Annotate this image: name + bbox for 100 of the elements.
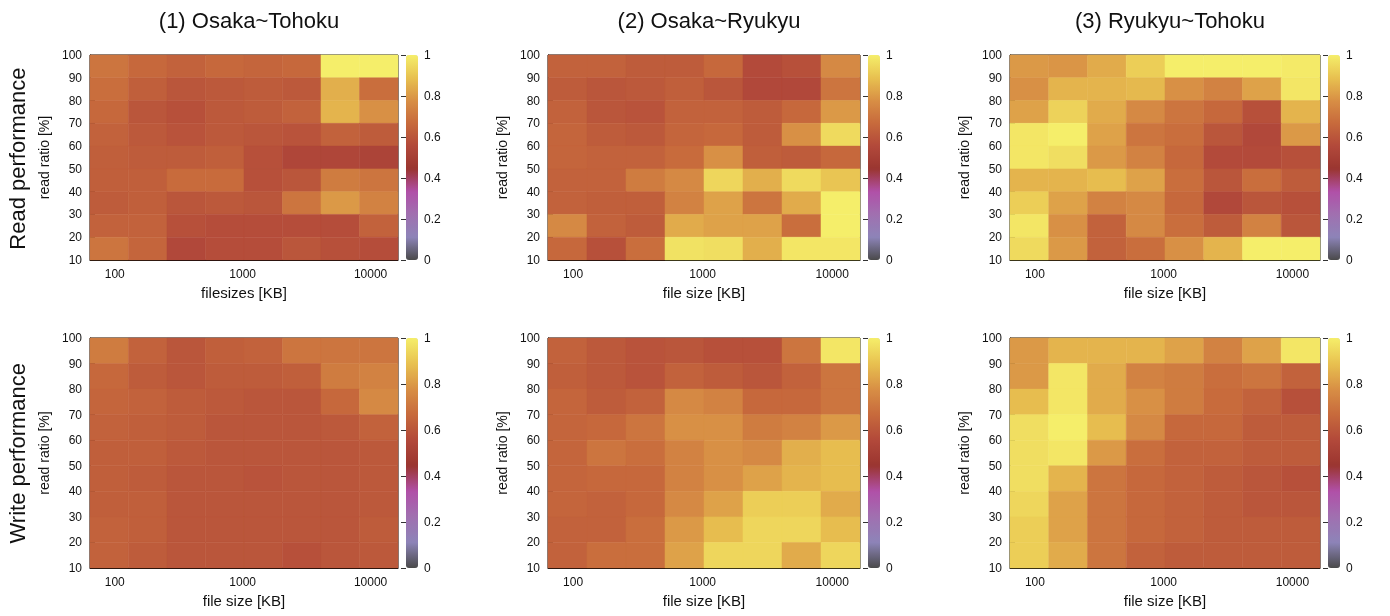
color-bar-label: 0.6 (1346, 423, 1364, 437)
y-tick-label: 20 (526, 230, 541, 245)
y-tick-label: 80 (68, 93, 83, 108)
y-tick-label: 100 (981, 331, 1003, 345)
y-tick-label: 40 (988, 184, 1003, 199)
y-tick-label: 100 (519, 331, 541, 345)
color-bar-label: 0.6 (424, 423, 442, 437)
color-bar-label: 1 (424, 331, 431, 345)
color-bar-label: 0.8 (424, 377, 442, 391)
color-bar-label: 0.4 (424, 469, 442, 483)
y-axis-title: read ratio [%] (956, 411, 973, 495)
x-tick-label: 100 (104, 575, 126, 589)
x-tick-label: 100 (563, 267, 584, 281)
chart-title: (3) Ryukyu~Tohoku (1074, 7, 1266, 33)
x-tick-label: 1000 (229, 575, 257, 589)
y-tick-label: 50 (988, 161, 1003, 176)
x-tick-label: 1000 (229, 267, 257, 281)
color-bar-label: 0.2 (886, 212, 904, 226)
color-bar-label: 1 (886, 48, 893, 62)
y-tick-label: 20 (526, 535, 541, 550)
color-bar-label: 0.8 (424, 89, 442, 103)
chart-title: (2) Osaka~Ryukyu (617, 7, 801, 33)
y-tick-label: 90 (988, 70, 1003, 85)
y-tick-label: 50 (526, 161, 541, 176)
y-tick-label: 10 (988, 561, 1003, 575)
color-bar-label: 0.4 (1346, 469, 1364, 483)
color-bar-label: 0.2 (424, 212, 442, 226)
color-bar-label: 0 (424, 561, 431, 575)
y-tick-label: 60 (68, 139, 83, 154)
x-tick-label: 100 (1024, 575, 1046, 589)
color-bar-label: 0.6 (1346, 130, 1364, 144)
y-tick-label: 30 (526, 509, 541, 524)
x-tick-label: 10000 (815, 267, 850, 281)
y-tick-label: 40 (68, 184, 83, 199)
y-tick-label: 80 (526, 93, 541, 108)
text: Read performance (4, 67, 30, 250)
y-tick-label: 60 (988, 139, 1003, 154)
x-axis-title: file size [KB] (662, 591, 746, 609)
x-tick-label: 10000 (815, 575, 850, 589)
y-axis-title: read ratio [%] (36, 115, 53, 200)
y-tick-label: 90 (526, 356, 541, 371)
y-tick-label: 90 (988, 356, 1003, 371)
y-tick-label: 60 (68, 433, 83, 448)
x-tick-label: 100 (1024, 267, 1046, 281)
y-axis-title: read ratio [%] (36, 411, 53, 495)
x-tick-label: 10000 (353, 575, 388, 589)
y-tick-label: 60 (988, 433, 1003, 448)
y-tick-label: 20 (68, 535, 83, 550)
y-axis-title: read ratio [%] (956, 115, 973, 200)
y-tick-label: 50 (526, 458, 541, 473)
y-tick-label: 40 (68, 484, 83, 499)
color-bar-label: 0.6 (886, 423, 904, 437)
text: Write performance (4, 363, 30, 544)
color-bar-label: 0.6 (424, 130, 442, 144)
y-tick-label: 60 (526, 139, 541, 154)
color-bar-label: 0.2 (1346, 212, 1364, 226)
y-tick-label: 70 (68, 407, 83, 422)
y-tick-label: 70 (988, 116, 1003, 131)
color-bar-label: 0 (424, 253, 431, 267)
color-bar-label: 0.8 (886, 89, 904, 103)
y-tick-label: 70 (68, 116, 83, 131)
y-tick-label: 70 (526, 116, 541, 131)
x-tick-label: 1000 (1150, 267, 1178, 281)
y-tick-label: 50 (68, 161, 83, 176)
y-tick-label: 10 (988, 253, 1003, 267)
chart-title: (1) Osaka~Tohoku (158, 7, 340, 33)
y-tick-label: 50 (68, 458, 83, 473)
y-tick-label: 50 (988, 458, 1003, 473)
color-bar-label: 0 (886, 253, 893, 267)
y-tick-label: 10 (526, 253, 541, 267)
y-tick-label: 100 (981, 48, 1003, 62)
y-tick-label: 30 (526, 207, 541, 222)
color-bar-label: 0 (886, 561, 893, 575)
x-tick-label: 10000 (353, 267, 388, 281)
color-bar-label: 0.8 (886, 377, 904, 391)
x-axis-title: filesizes [KB] (201, 283, 287, 301)
x-tick-label: 1000 (689, 575, 717, 589)
y-tick-label: 10 (68, 561, 83, 575)
color-bar-label: 0 (1346, 561, 1353, 575)
y-tick-label: 40 (988, 484, 1003, 499)
color-bar-label: 0.4 (886, 171, 904, 185)
y-tick-label: 10 (68, 253, 83, 267)
x-axis-title: file size [KB] (1123, 591, 1207, 609)
y-tick-label: 100 (61, 48, 83, 62)
color-bar-label: 0.2 (424, 515, 442, 529)
y-tick-label: 80 (988, 382, 1003, 397)
color-bar-label: 1 (1346, 48, 1353, 62)
y-tick-label: 40 (526, 184, 541, 199)
y-tick-label: 60 (526, 433, 541, 448)
y-tick-label: 40 (526, 484, 541, 499)
x-tick-label: 10000 (1275, 267, 1310, 281)
color-bar-label: 0.4 (1346, 171, 1364, 185)
y-tick-label: 70 (526, 407, 541, 422)
y-tick-label: 80 (526, 382, 541, 397)
color-bar-label: 0.2 (1346, 515, 1364, 529)
y-tick-label: 30 (988, 207, 1003, 222)
y-tick-label: 10 (526, 561, 541, 575)
y-tick-label: 20 (68, 230, 83, 245)
color-bar-label: 0.8 (1346, 89, 1364, 103)
y-tick-label: 100 (519, 48, 541, 62)
